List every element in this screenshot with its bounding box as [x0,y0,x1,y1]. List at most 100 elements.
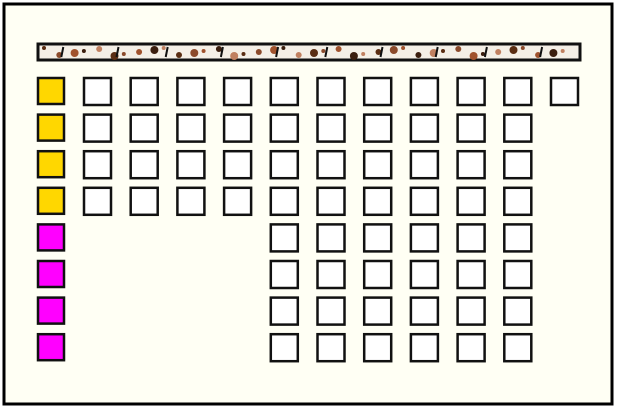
banner-dot [389,46,398,54]
grid-cell[interactable] [269,76,300,107]
grid-cell[interactable] [316,186,346,217]
grid-cell[interactable] [362,149,393,180]
banner-dot [161,46,166,50]
banner-dot [241,52,246,56]
banner-dot [201,49,206,53]
banner-dot [150,46,159,54]
grid-cell[interactable] [456,223,486,253]
grid-cell[interactable] [409,113,440,143]
grid-cell[interactable] [316,149,346,180]
banner-dot [335,46,342,52]
grid-cell[interactable] [129,76,159,107]
grid-cell[interactable] [176,76,206,107]
grid-cell[interactable] [316,296,346,326]
grid-cell[interactable] [409,296,440,326]
row-marker [36,259,66,289]
banner-stroke [539,46,544,58]
banner [36,42,582,62]
grid-cell[interactable] [362,259,393,290]
grid-cell[interactable] [503,259,533,290]
grid-cell[interactable] [362,76,393,107]
grid-cell[interactable] [456,259,486,290]
grid-cell[interactable] [82,113,113,143]
grid-cell[interactable] [316,332,346,363]
banner-stroke [164,46,169,58]
grid-cell[interactable] [269,296,300,326]
grid-cell[interactable] [129,149,159,180]
grid-cell[interactable] [503,149,533,180]
grid-cell[interactable] [316,76,346,107]
banner-dot [96,46,103,52]
banner-dot [136,49,143,55]
grid-cell[interactable] [176,149,206,180]
grid-cell[interactable] [269,223,300,253]
banner-stroke [115,46,120,58]
banner-dot [295,52,302,58]
banner-dot [375,49,382,55]
grid-cell[interactable] [549,76,580,107]
grid-cell[interactable] [409,186,440,217]
banner-dot [560,49,565,53]
grid-cell[interactable] [362,186,393,217]
grid-cell[interactable] [362,113,393,143]
banner-dot [215,46,222,52]
grid-cell[interactable] [456,332,486,363]
grid-cell[interactable] [176,113,206,143]
grid-cell[interactable] [503,76,533,107]
grid-cell[interactable] [503,113,533,143]
banner-dot [549,49,558,57]
banner-dot [469,52,478,60]
banner-dot [190,49,199,57]
banner-dot [520,46,525,50]
banner-dot [415,52,422,58]
grid-cell[interactable] [82,149,113,180]
grid-cell[interactable] [456,149,486,180]
banner-dot [310,49,318,57]
grid-cell[interactable] [362,332,393,363]
grid-cell[interactable] [503,186,533,217]
grid-cell[interactable] [222,186,253,217]
banner-dot [121,52,126,56]
grid-cell[interactable] [82,76,113,107]
grid-cell[interactable] [456,186,486,217]
grid-cell[interactable] [503,296,533,326]
grid-cell[interactable] [269,186,300,217]
banner-stroke [324,46,329,58]
grid-cell[interactable] [362,223,393,253]
grid-cell[interactable] [362,296,393,326]
grid-cell[interactable] [503,223,533,253]
grid-cell[interactable] [129,113,159,143]
grid-cell[interactable] [269,259,300,290]
grid-cell[interactable] [222,113,253,143]
grid-cell[interactable] [456,296,486,326]
grid-cell[interactable] [222,76,253,107]
grid-cell[interactable] [409,149,440,180]
grid-cell[interactable] [409,332,440,363]
banner-dot [480,52,485,56]
banner-dot [42,46,46,50]
grid-cell[interactable] [269,113,300,143]
grid-cell[interactable] [409,76,440,107]
grid-cell[interactable] [82,186,113,217]
grid-cell[interactable] [456,76,486,107]
banner-dot [441,49,445,53]
row-marker [36,113,66,142]
grid-cell[interactable] [316,223,346,253]
row-marker [36,296,66,325]
grid-cell[interactable] [129,186,159,217]
grid-cell[interactable] [316,259,346,290]
grid-cell[interactable] [503,332,533,363]
grid-cell[interactable] [316,113,346,143]
banner-dot [401,46,406,50]
grid-cell[interactable] [176,186,206,217]
grid-cell[interactable] [456,113,486,143]
grid-cell[interactable] [409,259,440,290]
grid-cell[interactable] [409,223,440,253]
grid-cell[interactable] [269,149,300,180]
grid-cell[interactable] [269,332,300,363]
banner-stroke [434,46,439,58]
grid-cell[interactable] [222,149,253,180]
banner-dot [281,46,286,50]
